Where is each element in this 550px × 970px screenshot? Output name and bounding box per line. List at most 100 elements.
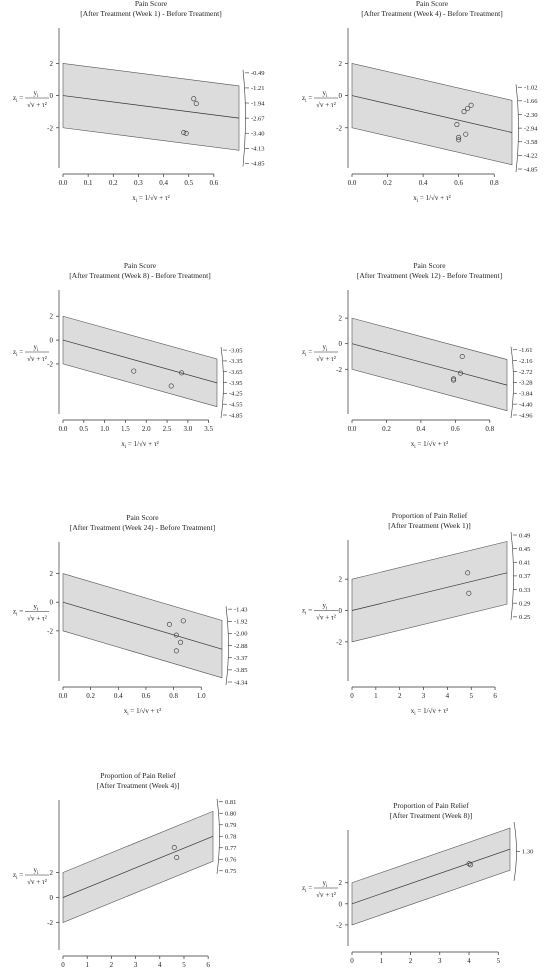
y-tick-label: 2 <box>50 869 54 877</box>
panel-title: Proportion of Pain Relief <box>392 511 468 520</box>
panel-title: Proportion of Pain Relief <box>100 771 176 780</box>
x-tick-label: 0.5 <box>79 425 88 433</box>
data-point <box>457 370 463 376</box>
y-tick-label: 0 <box>339 340 343 348</box>
x-tick-label: 0.2 <box>109 179 118 187</box>
arc-tick-label: -1.43 <box>234 606 248 613</box>
x-tick-label: 1.0 <box>197 692 206 700</box>
y-tick-label: 0 <box>339 92 343 100</box>
data-point <box>168 383 174 389</box>
x-tick-label: 0 <box>61 961 65 969</box>
data-point <box>171 844 177 850</box>
y-tick-label: -2 <box>336 124 342 132</box>
data-point <box>166 621 172 627</box>
x-tick-label: 0.0 <box>348 179 357 187</box>
panel-subtitle: [After Treatment (Week 4)] <box>97 781 180 790</box>
regression-line <box>351 343 508 386</box>
y-tick-label: -2 <box>336 638 342 646</box>
x-tick-label: 0.4 <box>159 179 168 187</box>
data-point <box>178 639 184 645</box>
y-tick-label: 2 <box>50 60 54 68</box>
x-tick-label: 1 <box>85 961 89 969</box>
y-axis-label-denominator: √v + τ² <box>27 878 47 886</box>
regression-line <box>351 572 508 611</box>
x-axis-label: xi = 1/√v + τ² <box>121 440 158 450</box>
arc-tick-label: -3.85 <box>234 667 248 674</box>
arc-tick-label: 0.29 <box>519 600 530 607</box>
y-tick-label: 0 <box>50 337 54 345</box>
panel-title: Pain Score <box>126 513 159 522</box>
arc-tick-label: 0.33 <box>519 587 530 594</box>
x-tick-label: 0.4 <box>417 425 426 433</box>
x-tick-label: 0.6 <box>451 425 460 433</box>
arc-tick-label: -1.21 <box>251 85 265 92</box>
arc-tick-label: 0.37 <box>519 573 531 580</box>
y-axis-label-denominator: √v + τ² <box>316 614 336 622</box>
arc-tick-label: -3.95 <box>229 380 243 387</box>
arc-tick-label: 0.45 <box>519 546 530 553</box>
x-tick-label: 0.6 <box>209 179 218 187</box>
data-point <box>465 570 471 576</box>
arc-tick-label: -4.22 <box>524 153 538 160</box>
x-tick-label: 0.4 <box>114 692 123 700</box>
y-axis-label-denominator: √v + τ² <box>316 355 336 363</box>
arc-tick-label: -2.00 <box>234 631 248 638</box>
x-tick-label: 3.5 <box>204 425 213 433</box>
x-tick-label: 6 <box>206 961 210 969</box>
radial-plot-panel: Pain Score[After Treatment (Week 8) - Be… <box>13 261 243 450</box>
x-tick-label: 0.0 <box>59 692 68 700</box>
y-tick-label: -2 <box>47 919 53 927</box>
arc-tick-label: 0.78 <box>225 834 236 841</box>
radial-plot-panel: Proportion of Pain Relief[After Treatmen… <box>13 771 237 969</box>
y-tick-label: 0 <box>50 92 54 100</box>
data-point <box>461 109 467 115</box>
x-tick-label: 0.1 <box>84 179 93 187</box>
panel-subtitle: [After Treatment (Week 12) - Before Trea… <box>357 271 502 280</box>
y-tick-label: 2 <box>339 879 343 887</box>
arc-tick-label: -0.49 <box>251 70 265 77</box>
arc-tick-label: 1.30 <box>522 849 533 856</box>
y-axis-label: zi = <box>13 348 23 358</box>
panel-subtitle: [After Treatment (Week 4) - Before Treat… <box>361 9 502 18</box>
x-tick-label: 4 <box>446 692 450 700</box>
arc-tick-label: -2.72 <box>519 369 533 376</box>
arc-tick-label: -3.58 <box>524 139 538 146</box>
data-point <box>193 101 199 107</box>
arc-tick-label: -2.67 <box>251 115 265 122</box>
x-tick-label: 1.0 <box>100 425 109 433</box>
arc-tick-label: -1.94 <box>251 100 265 107</box>
x-tick-label: 2.0 <box>142 425 151 433</box>
arc-tick-label: -2.88 <box>234 643 248 650</box>
arc-tick-label: 0.80 <box>225 811 236 818</box>
radial-plot-panel: Pain Score[After Treatment (Week 12) - B… <box>302 261 533 450</box>
y-tick-label: 0 <box>50 599 54 607</box>
y-axis-label-numerator: yi <box>323 343 329 353</box>
y-axis-label: zi = <box>13 94 23 104</box>
y-tick-label: -2 <box>47 360 53 368</box>
x-tick-label: 2.5 <box>163 425 172 433</box>
x-tick-label: 4 <box>467 957 471 965</box>
y-tick-label: 0 <box>339 900 343 908</box>
x-tick-label: 0.8 <box>169 692 178 700</box>
arc-tick-label: 0.49 <box>519 532 530 539</box>
y-axis-label: zi = <box>13 608 23 618</box>
x-tick-label: 0.2 <box>382 425 391 433</box>
regression-line <box>62 339 218 384</box>
data-point <box>191 96 197 102</box>
x-tick-label: 0.3 <box>134 179 143 187</box>
data-point <box>467 862 473 868</box>
x-tick-label: 2 <box>398 692 402 700</box>
x-tick-label: 3 <box>422 692 426 700</box>
x-tick-label: 3.0 <box>183 425 192 433</box>
arc-tick-label: -4.13 <box>251 146 265 153</box>
data-point <box>173 632 179 638</box>
data-point <box>173 648 179 654</box>
y-tick-label: -2 <box>336 921 342 929</box>
arc-tick-label: -3.40 <box>251 131 265 138</box>
y-tick-label: -2 <box>336 366 342 374</box>
arc-tick-label: -4.85 <box>251 161 265 168</box>
x-tick-label: 2 <box>409 957 413 965</box>
x-axis-label: xi = 1/√v + τ² <box>413 194 450 204</box>
arc-tick-label: 0.77 <box>225 845 237 852</box>
